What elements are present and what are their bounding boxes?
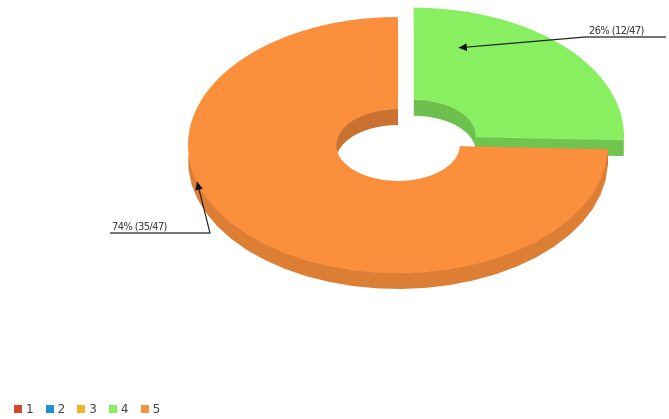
legend-item-2[interactable]: 2 [45, 402, 66, 416]
callout-arrow-4 [458, 43, 468, 52]
legend-label-2: 2 [57, 402, 66, 416]
slices-layer [188, 7, 624, 289]
legend-label-3: 3 [89, 402, 97, 416]
legend-item-1[interactable]: 1 [14, 402, 34, 416]
legend-item-3[interactable]: 3 [77, 402, 97, 416]
callout-arrow-5 [195, 181, 203, 191]
legend-label-1: 1 [26, 402, 34, 416]
legend-label-5: 5 [152, 402, 161, 416]
legend-swatch-2 [45, 405, 54, 413]
callout-line-4 [458, 36, 666, 49]
callouts-layer: 26% (12/47) 74% (35/47) [110, 24, 666, 234]
callout-label-4: 26% (12/47) [589, 24, 645, 37]
legend-swatch-1 [14, 405, 22, 413]
callout-label-5: 74% (35/47) [112, 220, 168, 233]
slice-5[interactable] [188, 17, 608, 273]
legend-label-4: 4 [120, 402, 129, 416]
legend-item-4[interactable]: 4 [108, 402, 129, 416]
callout-line-5 [110, 181, 211, 234]
legend-item-5[interactable]: 5 [140, 402, 161, 416]
legend-swatch-3 [77, 405, 86, 413]
slice-4[interactable] [413, 7, 624, 141]
legend: 1 2 3 4 5 [14, 401, 172, 417]
slice-4-inner-wall [413, 99, 476, 153]
legend-swatch-4 [108, 405, 117, 413]
legend-swatch-5 [140, 405, 149, 413]
